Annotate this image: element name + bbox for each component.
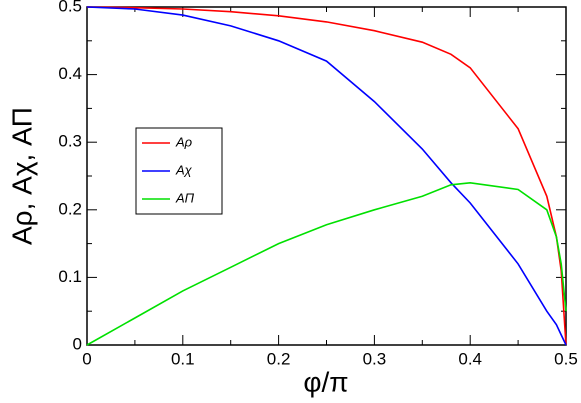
x-tick-label: 0.4 xyxy=(458,349,482,368)
y-tick-label: 0 xyxy=(73,334,82,353)
x-tick-label: 0.2 xyxy=(267,349,291,368)
x-tick-label: 0 xyxy=(82,349,91,368)
line-series xyxy=(86,181,567,346)
y-tick-label: 0.2 xyxy=(58,199,82,218)
legend-label: Aχ xyxy=(175,162,193,177)
x-tick-label: 0.1 xyxy=(171,349,195,368)
y-tick-label: 0.3 xyxy=(58,132,82,151)
legend-label: AΠ xyxy=(175,190,195,205)
line-series xyxy=(86,6,567,346)
x-tick-label: 0.5 xyxy=(554,349,578,368)
y-tick-label: 0.4 xyxy=(58,64,82,83)
line-series xyxy=(86,6,567,346)
y-axis-label: Aρ, Aχ, AΠ xyxy=(6,107,37,245)
y-tick-label: 0.1 xyxy=(58,267,82,286)
x-axis-label: φ/π xyxy=(303,366,348,397)
legend-label: Aρ xyxy=(175,134,193,149)
y-tick-label: 0.5 xyxy=(58,0,82,15)
x-tick-label: 0.3 xyxy=(363,349,387,368)
